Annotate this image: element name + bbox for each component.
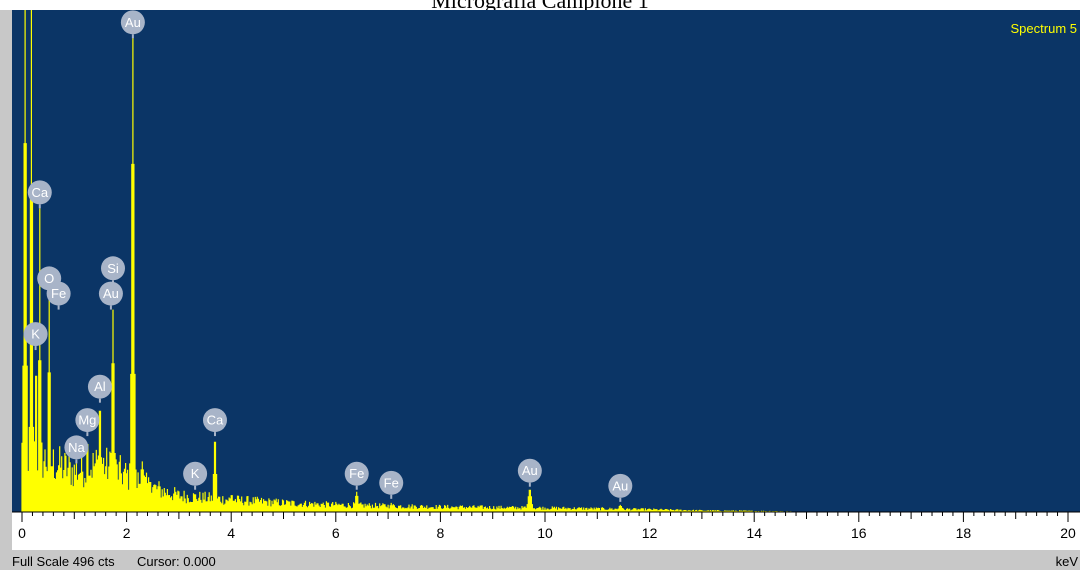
peak-label-text: K <box>191 466 200 481</box>
peak-label-bubble <box>344 461 369 486</box>
peak-label-text: Au <box>103 286 119 301</box>
spectrum-trace <box>21 10 794 512</box>
peak-label-text: Mg <box>78 413 96 428</box>
peak-label-text: Au <box>612 478 628 493</box>
peak-label-bubble <box>379 470 404 495</box>
peak-label-bubble <box>101 256 126 281</box>
spectrum-layer <box>21 10 794 512</box>
peak-label-fe[interactable]: Fe <box>379 470 404 499</box>
peak-label-ca[interactable]: Ca <box>27 180 52 209</box>
peak-label-fe[interactable]: Fe <box>46 281 71 310</box>
peak-label-al[interactable]: Al <box>87 374 112 403</box>
peak-label-k[interactable]: K <box>183 461 208 490</box>
peak-label-text: Ca <box>31 185 48 200</box>
x-tick-label: 0 <box>18 525 26 541</box>
peak-label-au[interactable]: Au <box>517 458 542 487</box>
peak-label-bubble <box>87 374 112 399</box>
spectrum-name: Spectrum 5 <box>1011 21 1077 36</box>
x-axis-unit: keV <box>1056 554 1079 569</box>
peak-label-bubble <box>202 408 227 433</box>
peak-label-bubble <box>46 281 71 306</box>
peak-label-k[interactable]: K <box>23 322 48 351</box>
peak-label-fe[interactable]: Fe <box>344 461 369 490</box>
x-tick-label: 18 <box>956 525 972 541</box>
peak-label-bubble <box>75 408 100 433</box>
plot-area[interactable] <box>12 10 1080 512</box>
peak-label-bubble <box>27 180 52 205</box>
x-axis-strip <box>12 512 1080 550</box>
peak-label-text: Fe <box>384 475 399 490</box>
peak-label-bubble <box>183 461 208 486</box>
x-tick-label: 14 <box>746 525 762 541</box>
x-tick-label: 2 <box>123 525 131 541</box>
peak-label-text: Si <box>107 261 119 276</box>
cursor-readout: Cursor: 0.000 <box>137 554 216 569</box>
peak-label-text: Au <box>125 15 141 30</box>
x-tick-label: 10 <box>537 525 553 541</box>
peak-label-bubble <box>517 458 542 483</box>
x-tick-label: 4 <box>227 525 235 541</box>
x-tick-label: 16 <box>851 525 867 541</box>
peak-label-bubble <box>64 435 89 460</box>
peak-label-na[interactable]: Na <box>64 435 89 464</box>
x-tick-label: 20 <box>1060 525 1076 541</box>
peak-label-bubble <box>120 10 145 35</box>
peak-label-text: Au <box>522 463 538 478</box>
x-axis: 0 2 4 6 8 10 12 14 16 18 20 <box>12 511 1080 541</box>
peak-label-au[interactable]: Au <box>608 473 633 502</box>
peak-label-ca[interactable]: Ca <box>202 408 227 437</box>
x-tick-label: 8 <box>437 525 445 541</box>
peak-label-text: Na <box>68 440 85 455</box>
peak-label-text: Fe <box>51 286 66 301</box>
x-tick-label: 12 <box>642 525 658 541</box>
peak-label-bubble <box>23 322 48 347</box>
full-scale-readout: Full Scale 496 cts <box>12 554 115 569</box>
peak-label-au[interactable]: Au <box>98 281 123 310</box>
peak-label-text: Al <box>94 379 106 394</box>
peak-label-bubble <box>98 281 123 306</box>
peak-label-text: Ca <box>207 413 224 428</box>
peak-label-text: Fe <box>349 466 364 481</box>
peak-label-au[interactable]: Au <box>120 10 145 39</box>
x-tick-label: 6 <box>332 525 340 541</box>
peak-label-text: O <box>44 271 54 286</box>
peak-label-text: K <box>31 327 40 342</box>
chart-title: Micrografia Campione 1 <box>431 0 649 13</box>
peak-label-bubble <box>608 473 633 498</box>
peak-label-mg[interactable]: Mg <box>75 408 100 437</box>
